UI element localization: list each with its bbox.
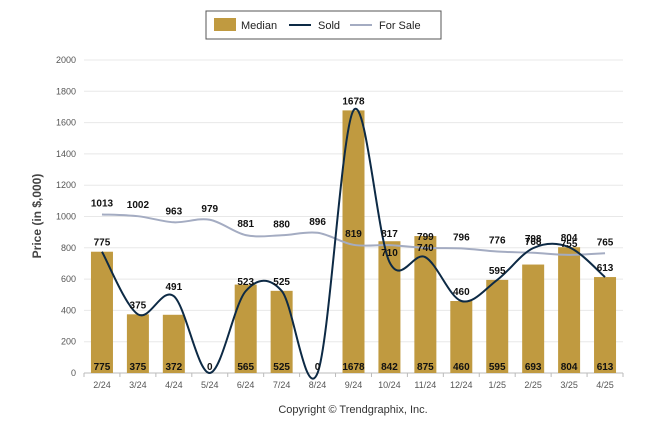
y-tick-label: 600: [61, 274, 76, 284]
for-sale-value-label: 817: [381, 229, 398, 240]
y-tick-label: 1400: [56, 149, 76, 159]
sold-value-label: 798: [525, 234, 542, 245]
bar-median: [126, 314, 149, 373]
y-tick-label: 1200: [56, 180, 76, 190]
x-tick-label: 11/24: [414, 380, 436, 390]
median-value-label: 372: [165, 362, 182, 373]
line-for-sale: [101, 213, 606, 256]
for-sale-value-label: 799: [417, 232, 434, 243]
x-tick-label: 6/24: [237, 380, 255, 390]
bar-median: [522, 264, 545, 373]
x-tick-label: 1/25: [488, 380, 506, 390]
legend-label-for-sale: For Sale: [379, 20, 421, 32]
bar-median: [342, 110, 365, 373]
sold-value-label: 375: [130, 300, 147, 311]
y-tick-label: 1000: [56, 212, 76, 222]
x-tick-label: 8/24: [309, 380, 327, 390]
for-sale-value-label: 896: [309, 217, 326, 228]
median-value-label: 842: [381, 362, 398, 373]
y-axis: 0 200 400 600 800 1000 1200 1400 1600 1800 2000: [56, 55, 76, 378]
x-tick-label: 5/24: [201, 380, 219, 390]
sold-value-label: 525: [273, 277, 290, 288]
bar-series: [90, 110, 617, 373]
for-sale-value-label: 796: [453, 232, 470, 243]
y-tick-label: 1600: [56, 118, 76, 128]
for-sale-value-label: 979: [201, 204, 218, 215]
bar-median: [558, 247, 581, 373]
y-tick-label: 200: [61, 337, 76, 347]
x-axis: 2/24 3/24 4/24 5/24 6/24 7/24 8/24 9/24 10/24 11/…: [83, 373, 624, 390]
x-tick-label: 10/24: [378, 380, 401, 390]
legend-label-sold: Sold: [318, 20, 340, 32]
sold-value-label: 595: [489, 266, 506, 277]
sold-value-label: 1678: [342, 96, 365, 107]
for-sale-value-label: 819: [345, 229, 362, 240]
legend-swatch-median: [214, 18, 236, 31]
median-value-label: 460: [453, 362, 470, 373]
bar-median: [414, 236, 437, 373]
y-tick-label: 2000: [56, 55, 76, 65]
legend: Median Sold For Sale: [205, 10, 442, 40]
bar-median: [594, 277, 617, 373]
bar-median: [90, 251, 113, 373]
bar-median: [270, 290, 293, 373]
median-value-label: 595: [489, 362, 506, 373]
median-value-label: 775: [94, 362, 111, 373]
x-tick-label: 2/24: [93, 380, 111, 390]
for-sale-value-label: 765: [597, 237, 614, 248]
bar-median: [486, 279, 509, 373]
sold-value-label: 491: [165, 282, 182, 293]
x-tick-label: 4/24: [165, 380, 183, 390]
y-tick-label: 800: [61, 243, 76, 253]
for-sale-value-label: 755: [561, 239, 578, 250]
sold-value-label: 523: [237, 277, 254, 288]
sold-value-label: 740: [417, 243, 434, 254]
median-value-label: 613: [597, 362, 614, 373]
y-axis-label: Price (in $,000): [30, 174, 44, 259]
median-value-label: 525: [273, 362, 290, 373]
legend-label-median: Median: [241, 20, 277, 32]
bar-median: [162, 314, 185, 373]
sold-value-label: 460: [453, 287, 470, 298]
x-tick-label: 7/24: [273, 380, 291, 390]
y-tick-label: 0: [71, 368, 76, 378]
sold-value-label: 613: [597, 263, 614, 274]
median-value-label: 693: [525, 362, 542, 373]
line-sold: [101, 107, 606, 380]
line-series: [101, 107, 606, 380]
sold-value-label: 710: [381, 248, 398, 259]
bar-median: [450, 301, 473, 373]
for-sale-value-label: 881: [237, 219, 254, 230]
legend-box: [205, 10, 442, 40]
bar-median: [234, 284, 257, 373]
median-value-label: 804: [561, 362, 578, 373]
median-value-label: 875: [417, 362, 434, 373]
median-value-label: 565: [237, 362, 254, 373]
for-sale-value-label: 776: [489, 236, 506, 247]
x-tick-label: 9/24: [345, 380, 363, 390]
sold-value-label: 775: [94, 238, 111, 249]
y-tick-label: 1800: [56, 86, 76, 96]
x-tick-label: 3/24: [129, 380, 147, 390]
x-tick-label: 3/25: [560, 380, 578, 390]
median-value-label: 375: [130, 362, 147, 373]
for-sale-value-label: 768: [525, 237, 542, 248]
bar-median: [378, 241, 401, 373]
x-tick-label: 2/25: [524, 380, 542, 390]
for-sale-value-label: 1013: [91, 198, 114, 209]
x-tick-label: 12/24: [450, 380, 473, 390]
median-value-label: 0: [207, 362, 213, 373]
median-value-label: 0: [315, 362, 321, 373]
sold-value-label: 804: [561, 233, 578, 244]
for-sale-value-label: 880: [273, 219, 290, 230]
median-value-label: 1678: [342, 362, 365, 373]
data-labels: 775 375 372 0 565 525 0 1678 842 875 460 595 693 804 6…: [91, 96, 614, 373]
y-tick-label: 400: [61, 305, 76, 315]
x-tick-label: 4/25: [596, 380, 614, 390]
for-sale-value-label: 1002: [127, 200, 150, 211]
for-sale-value-label: 963: [165, 206, 182, 217]
copyright-footer: Copyright © Trendgraphix, Inc.: [278, 404, 427, 416]
